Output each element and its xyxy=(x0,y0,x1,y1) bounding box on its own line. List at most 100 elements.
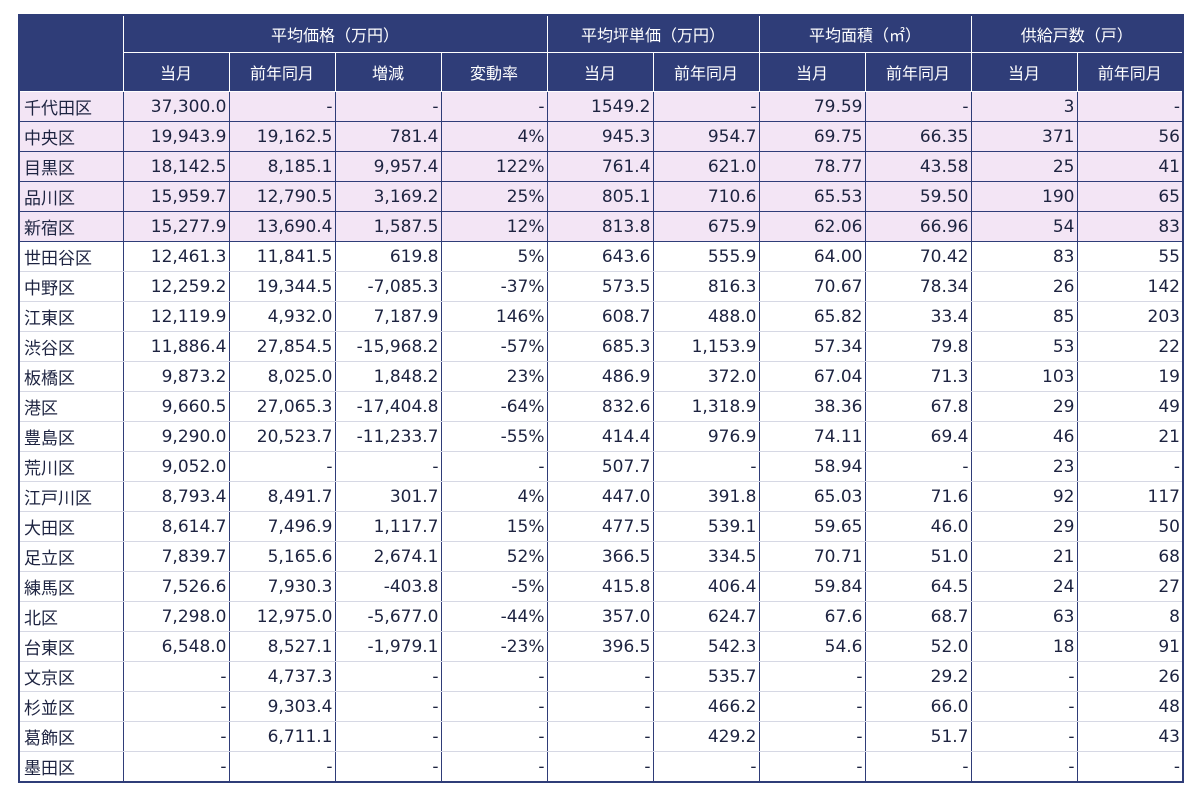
cell: - xyxy=(758,661,865,692)
table-row: 文京区 -4,737.3- - -535.7-29.2-26 xyxy=(18,661,1183,692)
cell: - xyxy=(546,751,653,783)
cell: 1,153.9 xyxy=(652,331,759,362)
cell: 301.7 xyxy=(334,481,441,512)
cell: 70.67 xyxy=(758,271,865,302)
sub-header: 当月 xyxy=(758,52,866,92)
cell: 813.8 xyxy=(546,211,653,242)
cell: 573.5 xyxy=(546,271,653,302)
cell: -5% xyxy=(440,571,547,602)
cell: 23 xyxy=(970,451,1077,482)
cell: 59.50 xyxy=(864,181,971,212)
cell: -37% xyxy=(440,271,547,302)
cell: - xyxy=(970,721,1077,752)
ward-name: 杉並区 xyxy=(18,691,123,722)
cell: - xyxy=(228,91,335,122)
ward-name: 墨田区 xyxy=(18,751,123,783)
cell: 85 xyxy=(970,301,1077,332)
cell: - xyxy=(334,661,441,692)
cell: 51.7 xyxy=(864,721,971,752)
sub-header: 前年同月 xyxy=(228,52,336,92)
cell: 78.77 xyxy=(758,151,865,182)
cell: 12,461.3 xyxy=(122,241,229,272)
cell: 1549.2 xyxy=(546,91,653,122)
cell: - xyxy=(758,751,865,783)
table-body: 千代田区 37,300.0- - -1549.2-79.59-3- 中央区 19,943.… xyxy=(18,91,1183,783)
table-row: 台東区 6,548.0 8,527.1 -1,979.1 -23% 396.5 542.3 5… xyxy=(18,631,1183,662)
cell: 12,790.5 xyxy=(228,181,335,212)
cell: 19,344.5 xyxy=(228,271,335,302)
cell: 608.7 xyxy=(546,301,653,332)
cell: 2,674.1 xyxy=(334,541,441,572)
sub-header: 当月 xyxy=(122,52,230,92)
cell: 11,841.5 xyxy=(228,241,335,272)
cell: 15% xyxy=(440,511,547,542)
cell: 396.5 xyxy=(546,631,653,662)
cell: - xyxy=(652,451,759,482)
table-row: 杉並区 -9,303.4- - -466.2-66.0-48 xyxy=(18,691,1183,722)
cell: 334.5 xyxy=(652,541,759,572)
cell: 477.5 xyxy=(546,511,653,542)
sub-header: 前年同月 xyxy=(652,52,760,92)
cell: - xyxy=(758,691,865,722)
cell: 539.1 xyxy=(652,511,759,542)
cell: 9,290.0 xyxy=(122,421,229,452)
cell: 29 xyxy=(970,511,1077,542)
cell: 69.75 xyxy=(758,121,865,152)
cell: -15,968.2 xyxy=(334,331,441,362)
cell: 117 xyxy=(1076,481,1183,512)
cell: 466.2 xyxy=(652,691,759,722)
cell: 26 xyxy=(970,271,1077,302)
cell: 92 xyxy=(970,481,1077,512)
cell: 68.7 xyxy=(864,601,971,632)
cell: 21 xyxy=(1076,421,1183,452)
cell: - xyxy=(864,751,971,783)
cell: 8,614.7 xyxy=(122,511,229,542)
cell: 83 xyxy=(1076,211,1183,242)
cell: 29.2 xyxy=(864,661,971,692)
cell: - xyxy=(546,691,653,722)
cell: 4% xyxy=(440,121,547,152)
cell: - xyxy=(546,721,653,752)
cell: 66.35 xyxy=(864,121,971,152)
cell: 7,526.6 xyxy=(122,571,229,602)
cell: 5% xyxy=(440,241,547,272)
cell: 21 xyxy=(970,541,1077,572)
cell: 63 xyxy=(970,601,1077,632)
ward-name: 渋谷区 xyxy=(18,331,123,362)
cell: 79.8 xyxy=(864,331,971,362)
cell: 25 xyxy=(970,151,1077,182)
cell: 447.0 xyxy=(546,481,653,512)
cell: 7,496.9 xyxy=(228,511,335,542)
table-row: 足立区 7,839.7 5,165.6 2,674.1 52% 366.5 334.5 70.… xyxy=(18,541,1183,572)
cell: - xyxy=(1076,751,1183,783)
cell: 9,052.0 xyxy=(122,451,229,482)
cell: 69.4 xyxy=(864,421,971,452)
cell: - xyxy=(970,661,1077,692)
cell: 41 xyxy=(1076,151,1183,182)
table-row: 練馬区 7,526.6 7,930.3 -403.8 -5% 415.8 406.4 59.8… xyxy=(18,571,1183,602)
cell: 65 xyxy=(1076,181,1183,212)
cell: 50 xyxy=(1076,511,1183,542)
cell: 52% xyxy=(440,541,547,572)
cell: 79.59 xyxy=(758,91,865,122)
cell: 5,165.6 xyxy=(228,541,335,572)
cell: 1,587.5 xyxy=(334,211,441,242)
cell: 24 xyxy=(970,571,1077,602)
cell: 20,523.7 xyxy=(228,421,335,452)
cell: 710.6 xyxy=(652,181,759,212)
cell: 53 xyxy=(970,331,1077,362)
cell: 619.8 xyxy=(334,241,441,272)
cell: 781.4 xyxy=(334,121,441,152)
cell: - xyxy=(970,691,1077,722)
cell: -17,404.8 xyxy=(334,391,441,422)
table-row: 北区 7,298.0 12,975.0 -5,677.0 -44% 357.0 624.7 6… xyxy=(18,601,1183,632)
table-row: 千代田区 37,300.0- - -1549.2-79.59-3- xyxy=(18,91,1183,122)
cell: 621.0 xyxy=(652,151,759,182)
table-row: 豊島区 9,290.0 20,523.7 -11,233.7 -55% 414.4 976.… xyxy=(18,421,1183,452)
cell: 429.2 xyxy=(652,721,759,752)
ward-name: 練馬区 xyxy=(18,571,123,602)
cell: 54 xyxy=(970,211,1077,242)
cell: - xyxy=(334,721,441,752)
cell: - xyxy=(122,751,229,783)
cell: 535.7 xyxy=(652,661,759,692)
